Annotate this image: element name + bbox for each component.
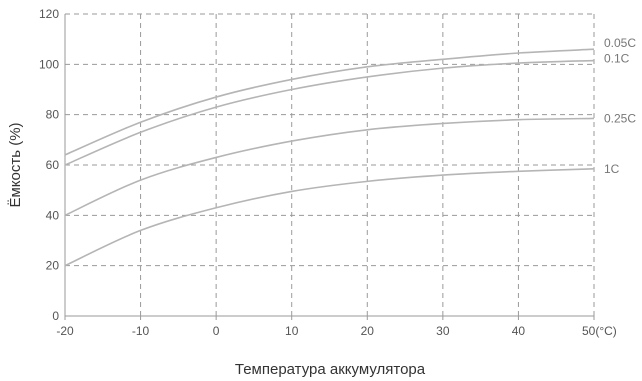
labels: 0 20 40 60 80 100 120 -20 -10 0 10 20 30 40 50(°C) 0.05…	[39, 7, 636, 338]
series-label-0.1C: 0.1C	[604, 52, 630, 66]
x-tick-label: 30	[436, 324, 450, 338]
axes	[64, 14, 595, 320]
x-tick-label: 0	[213, 324, 220, 338]
series-label-1C: 1C	[604, 162, 620, 176]
x-tick-label: 40	[512, 324, 526, 338]
series-line-0.05C	[64, 48, 595, 156]
y-tick-label: 120	[39, 7, 59, 21]
series-line-0.1C	[64, 59, 595, 166]
y-tick-label: 0	[52, 309, 59, 323]
y-tick-label: 20	[46, 259, 60, 273]
y-tick-label: 80	[46, 108, 60, 122]
grid	[65, 13, 595, 316]
y-tick-label: 60	[46, 158, 60, 172]
series-line-0.25C	[64, 117, 595, 217]
y-axis-title: Ёмкость (%)	[7, 122, 24, 207]
series	[64, 48, 595, 267]
y-tick-label: 40	[46, 208, 60, 222]
x-tick-label: -20	[56, 324, 74, 338]
x-tick-label: -10	[132, 324, 150, 338]
x-tick-label: 50(°C)	[582, 324, 617, 338]
y-tick-label: 100	[39, 57, 59, 71]
series-label-0.25C: 0.25C	[604, 111, 636, 125]
x-tick-label: 20	[361, 324, 375, 338]
x-axis-title: Температура аккумулятора	[235, 361, 426, 378]
x-tick-label: 10	[285, 324, 299, 338]
series-label-0.05C: 0.05C	[604, 36, 636, 50]
series-line-1C	[64, 167, 595, 267]
